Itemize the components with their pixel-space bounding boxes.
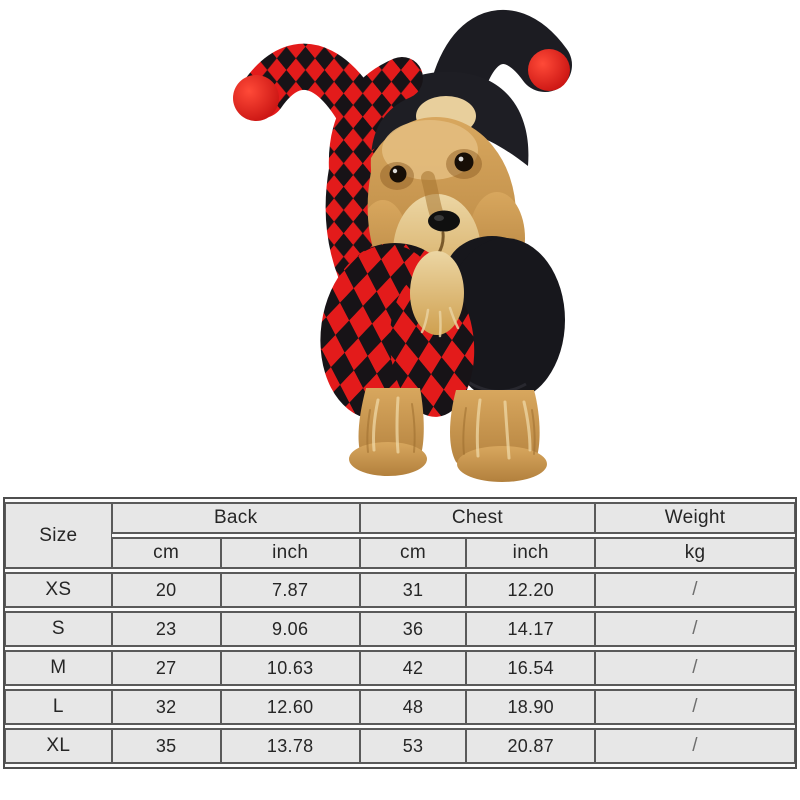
unit-back-cm: cm xyxy=(111,537,221,569)
col-header-chest: Chest xyxy=(359,502,596,534)
weight-cell: / xyxy=(595,611,795,647)
size-cell: XL xyxy=(5,728,112,764)
weight-cell: / xyxy=(595,650,795,686)
chest-inch-cell: 12.20 xyxy=(466,572,596,608)
weight-cell: / xyxy=(595,572,795,608)
right-paw xyxy=(457,446,547,482)
unit-chest-inch: inch xyxy=(466,537,596,569)
size-chart: Size Back Chest Weight cm inch cm inch k… xyxy=(3,497,797,769)
table-row: M 27 10.63 42 16.54 / xyxy=(5,650,795,686)
dog-in-jester-costume-illustration xyxy=(233,10,572,482)
chest-cm-cell: 53 xyxy=(359,728,467,764)
back-inch-cell: 10.63 xyxy=(220,650,360,686)
weight-cell: / xyxy=(595,728,795,764)
size-chart-table: Size Back Chest Weight cm inch cm inch k… xyxy=(5,499,795,767)
back-inch-cell: 12.60 xyxy=(220,689,360,725)
size-cell: XS xyxy=(5,572,112,608)
chest-inch-cell: 14.17 xyxy=(466,611,596,647)
weight-cell: / xyxy=(595,689,795,725)
back-cm-cell: 23 xyxy=(111,611,221,647)
chest-inch-cell: 16.54 xyxy=(466,650,596,686)
chest-inch-cell: 20.87 xyxy=(466,728,596,764)
chest-cm-cell: 48 xyxy=(359,689,467,725)
right-pompom xyxy=(528,49,570,91)
table-row: L 32 12.60 48 18.90 / xyxy=(5,689,795,725)
front-legs xyxy=(349,388,547,482)
eyes xyxy=(389,152,474,183)
unit-back-inch: inch xyxy=(220,537,360,569)
table-row: S 23 9.06 36 14.17 / xyxy=(5,611,795,647)
size-cell: S xyxy=(5,611,112,647)
back-inch-cell: 13.78 xyxy=(220,728,360,764)
unit-chest-cm: cm xyxy=(359,537,467,569)
chest-inch-cell: 18.90 xyxy=(466,689,596,725)
chest-cm-cell: 31 xyxy=(359,572,467,608)
back-inch-cell: 7.87 xyxy=(220,572,360,608)
back-inch-cell: 9.06 xyxy=(220,611,360,647)
product-photo xyxy=(233,10,572,482)
chest-cm-cell: 36 xyxy=(359,611,467,647)
header-row-groups: Size Back Chest Weight xyxy=(5,502,795,569)
size-cell: M xyxy=(5,650,112,686)
size-cell: L xyxy=(5,689,112,725)
col-header-back: Back xyxy=(111,502,360,534)
back-cm-cell: 32 xyxy=(111,689,221,725)
black-sleeve xyxy=(445,236,565,402)
table-row: XL 35 13.78 53 20.87 / xyxy=(5,728,795,764)
hat-side-band-checkered xyxy=(325,57,423,313)
right-front-leg xyxy=(450,390,547,482)
nose xyxy=(428,210,460,232)
col-header-weight: Weight xyxy=(595,502,795,534)
header-row-units: cm inch cm inch kg xyxy=(5,537,795,569)
back-cm-cell: 20 xyxy=(111,572,221,608)
table-row: XS 20 7.87 31 12.20 / xyxy=(5,572,795,608)
chest-cm-cell: 42 xyxy=(359,650,467,686)
unit-weight-kg: kg xyxy=(595,537,795,569)
back-cm-cell: 27 xyxy=(111,650,221,686)
col-header-size: Size xyxy=(5,502,112,569)
left-pompom xyxy=(233,75,279,121)
beard-fur xyxy=(410,251,464,338)
back-cm-cell: 35 xyxy=(111,728,221,764)
